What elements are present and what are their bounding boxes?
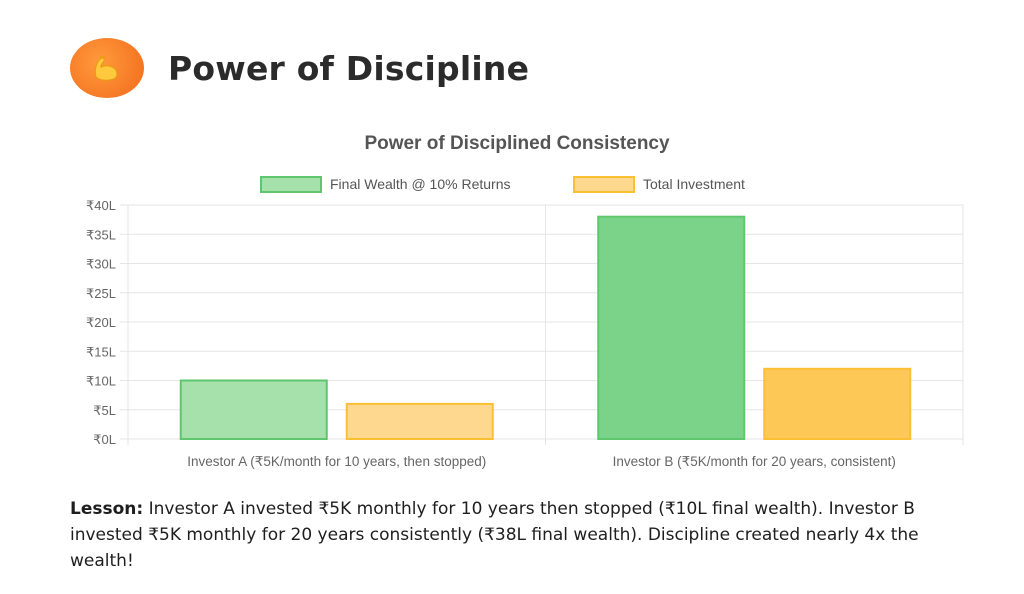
- y-tick-label: ₹0L: [93, 432, 116, 447]
- bar-total-investment-investor-a: [345, 402, 494, 440]
- y-tick-label: ₹30L: [86, 257, 116, 272]
- y-tick-label: ₹40L: [86, 198, 116, 213]
- chart-title: Power of Disciplined Consistency: [364, 133, 670, 154]
- lesson-text: Investor A invested ₹5K monthly for 10 y…: [70, 499, 919, 571]
- chart-svg: Power of Disciplined Consistency Final W…: [86, 133, 964, 469]
- legend-label-total-investment: Total Investment: [643, 176, 745, 192]
- lesson-label: Lesson:: [70, 499, 144, 519]
- y-tick-label: ₹10L: [86, 374, 116, 389]
- bar-final-wealth-investor-a: [179, 379, 328, 440]
- x-axis: Investor A (₹5K/month for 10 years, then…: [187, 454, 896, 469]
- page-title: Power of Discipline: [168, 48, 530, 88]
- legend-swatch-total-investment: [573, 176, 635, 193]
- flexed-biceps-icon: [70, 38, 144, 98]
- legend-label-final-wealth: Final Wealth @ 10% Returns: [330, 176, 510, 192]
- bar-final-wealth-investor-b: [597, 215, 746, 440]
- y-tick-label: ₹20L: [86, 315, 116, 330]
- y-axis: ₹0L ₹5L ₹10L ₹15L ₹20L ₹25L ₹30L ₹35L ₹40L: [86, 198, 116, 447]
- bar-chart: Power of Disciplined Consistency Final W…: [0, 120, 1024, 480]
- bar-total-investment-investor-b: [763, 367, 912, 440]
- y-tick-label: ₹25L: [86, 286, 116, 301]
- chart-legend: Final Wealth @ 10% Returns Total Investm…: [260, 176, 745, 193]
- lesson-paragraph: Lesson: Investor A invested ₹5K monthly …: [70, 496, 970, 574]
- x-tick-label: Investor B (₹5K/month for 20 years, cons…: [613, 454, 896, 469]
- chart-bars: [179, 215, 912, 440]
- y-tick-label: ₹15L: [86, 344, 116, 359]
- x-tick-label: Investor A (₹5K/month for 10 years, then…: [187, 454, 486, 469]
- y-tick-label: ₹35L: [86, 227, 116, 242]
- y-tick-label: ₹5L: [93, 403, 116, 418]
- page-header: Power of Discipline: [70, 38, 529, 98]
- legend-swatch-final-wealth: [260, 176, 322, 193]
